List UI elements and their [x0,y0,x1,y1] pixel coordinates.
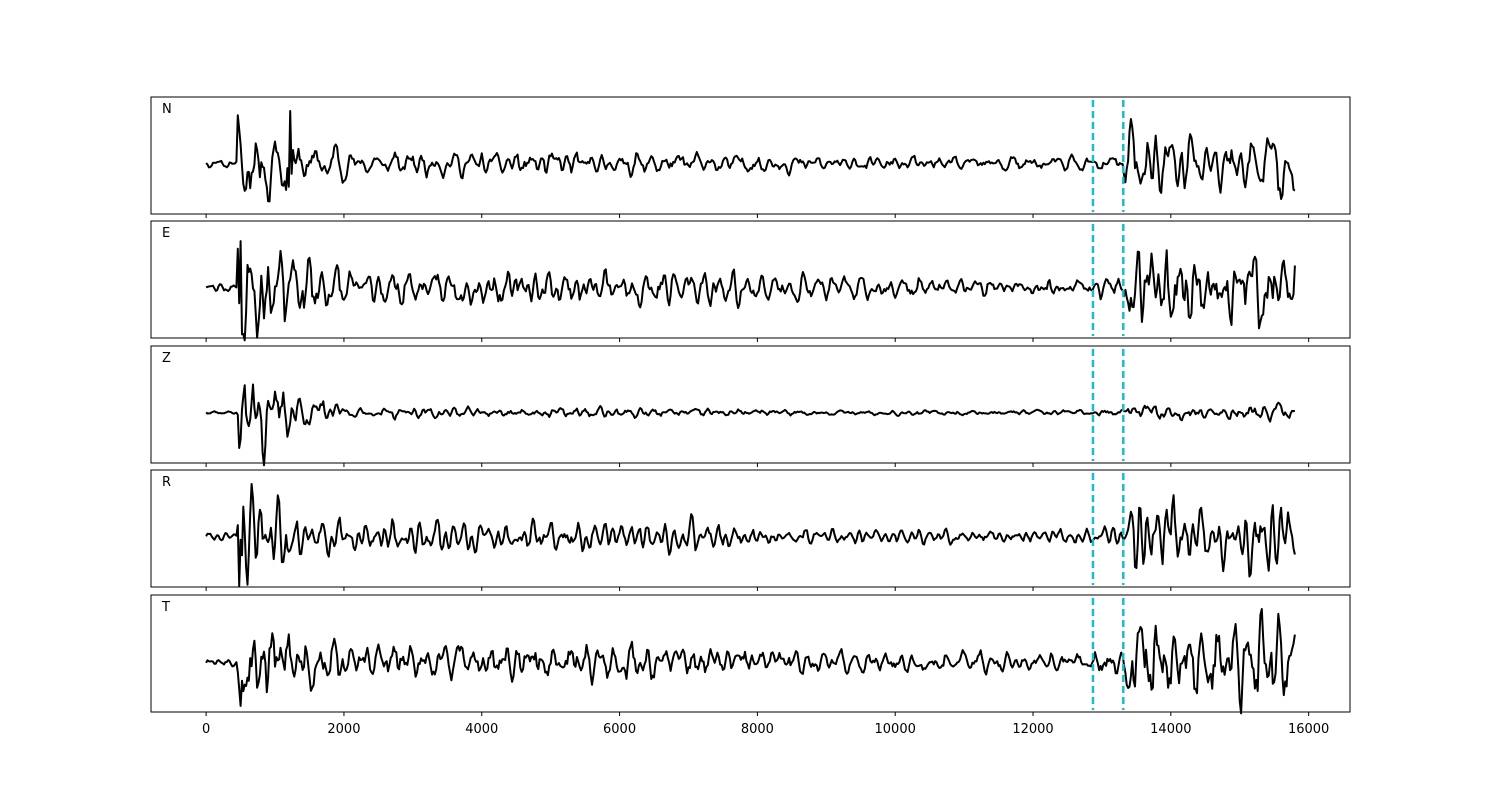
trace-e [205,240,1296,342]
x-tick-label: 2000 [327,722,360,737]
panel-label: N [162,102,172,117]
panel-frame [150,96,1351,215]
x-tick-label: 12000 [1012,722,1053,737]
x-tick-label: 0 [202,722,210,737]
panel-frame [150,594,1351,713]
panel-t: T [150,594,1351,716]
x-axis: 0 2000 4000 6000 8000 10000 12000 14000 16000 [202,722,1329,737]
panel-frame [150,345,1351,464]
x-tick-label: 6000 [603,722,636,737]
panel-label: R [162,475,171,490]
panel-e: E [150,220,1351,342]
panel-frame [150,220,1351,339]
trace-n [205,110,1296,203]
x-tick-label: 16000 [1288,722,1329,737]
panel-label: E [162,226,170,241]
panel-r: R [150,469,1351,591]
x-tick-label: 8000 [741,722,774,737]
trace-r [205,483,1296,587]
panel-frame [150,469,1351,588]
x-tick-label: 14000 [1150,722,1191,737]
panel-n: N [150,96,1351,218]
panel-label: T [161,600,170,615]
panel-label: Z [162,351,171,366]
trace-z [205,383,1296,467]
panel-z: Z [150,345,1351,467]
panels: N E Z R T [150,96,1351,716]
trace-t [205,608,1296,715]
x-tick-label: 4000 [465,722,498,737]
x-tick-label: 10000 [875,722,916,737]
